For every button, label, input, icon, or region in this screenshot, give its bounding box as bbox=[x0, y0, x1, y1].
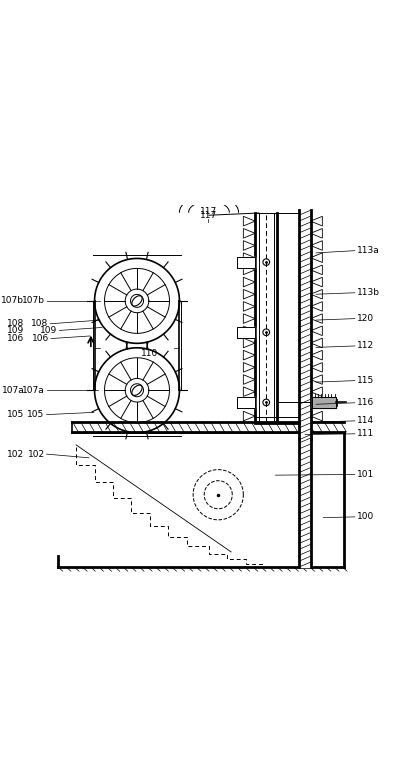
Text: 115: 115 bbox=[357, 376, 374, 385]
Polygon shape bbox=[299, 439, 310, 567]
Polygon shape bbox=[237, 256, 255, 268]
Text: 116: 116 bbox=[357, 398, 374, 407]
Text: 100: 100 bbox=[357, 513, 374, 521]
Polygon shape bbox=[72, 421, 344, 432]
Text: 107a: 107a bbox=[22, 386, 45, 395]
Text: 113b: 113b bbox=[357, 288, 380, 298]
Text: 117: 117 bbox=[199, 211, 217, 220]
Polygon shape bbox=[237, 326, 255, 338]
Text: 109: 109 bbox=[40, 326, 58, 335]
Text: 109: 109 bbox=[7, 326, 24, 335]
Text: 106: 106 bbox=[7, 334, 24, 343]
Text: 117: 117 bbox=[199, 206, 217, 216]
Text: 107a: 107a bbox=[2, 386, 24, 395]
Text: 108: 108 bbox=[7, 319, 24, 328]
Polygon shape bbox=[299, 210, 310, 439]
Text: 102: 102 bbox=[7, 449, 24, 459]
Text: 110: 110 bbox=[141, 349, 158, 358]
Text: 111: 111 bbox=[357, 429, 374, 439]
Text: 114: 114 bbox=[357, 417, 374, 425]
Polygon shape bbox=[237, 397, 255, 408]
Text: 102: 102 bbox=[28, 449, 45, 459]
Text: 108: 108 bbox=[31, 319, 49, 328]
Text: 101: 101 bbox=[357, 470, 374, 479]
Text: 105: 105 bbox=[7, 410, 24, 419]
Text: 105: 105 bbox=[27, 410, 45, 419]
Polygon shape bbox=[312, 397, 337, 407]
Text: 107b: 107b bbox=[22, 296, 45, 305]
Text: 106: 106 bbox=[32, 334, 49, 343]
Text: 113a: 113a bbox=[357, 246, 380, 256]
Text: 107b: 107b bbox=[2, 296, 24, 305]
Text: 120: 120 bbox=[357, 314, 374, 323]
Text: 112: 112 bbox=[357, 341, 374, 351]
